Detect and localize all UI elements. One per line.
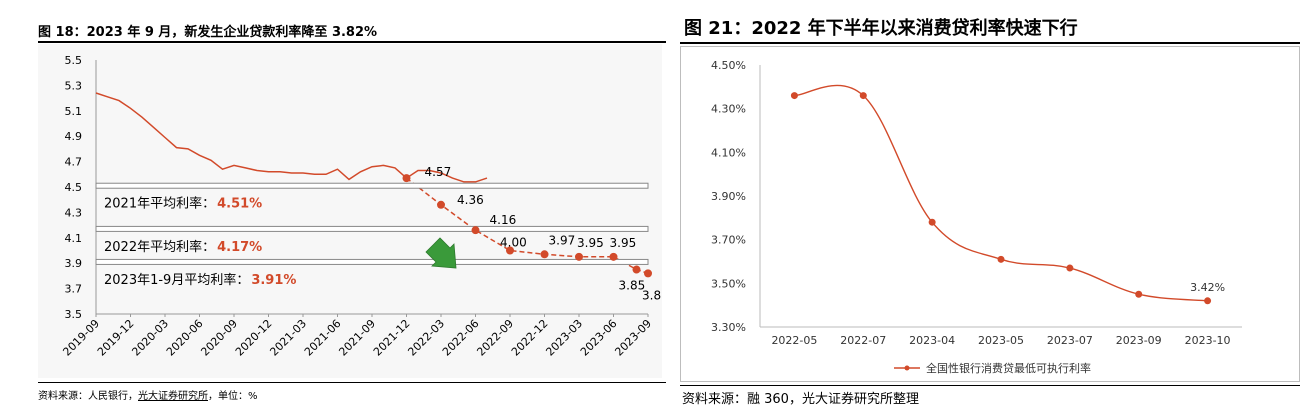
right-source-rule	[680, 385, 1300, 386]
left-x-tick-label: 2021-06	[302, 317, 344, 359]
left-band-value: 4.51%	[217, 197, 262, 212]
left-data-point	[437, 200, 445, 209]
left-y-tick-label: 5.1	[65, 105, 83, 118]
right-chart-svg: 4.50% 4.30% 4.10% 3.90% 3.70% 3.50% 3.30% 2022-…	[680, 46, 1300, 382]
left-reference-band	[95, 258, 649, 265]
left-data-point	[609, 252, 618, 261]
left-x-tick-label: 2020-09	[198, 317, 240, 359]
left-series-line-solid	[95, 92, 488, 183]
left-x-tick-label: 2022-09	[474, 317, 516, 359]
left-x-tick-label: 2021-09	[336, 317, 378, 359]
left-data-point	[506, 246, 514, 255]
left-data-label: 3.95	[610, 236, 637, 250]
left-data-point	[471, 226, 480, 235]
right-x-tick-label: 2023-09	[1116, 334, 1162, 347]
right-legend-label: 全国性银行消费贷最低可执行利率	[926, 361, 1091, 375]
right-y-tick-label: 3.70%	[711, 234, 746, 247]
left-data-label: 4.00	[500, 236, 527, 250]
source-prefix: 资料来源：人民银行，	[38, 391, 138, 402]
left-chart-frame: 5.5 5.3 5.1 4.9 4.7 4.5 4.3 4.1 3.9 3.7 3.5 2019-09…	[38, 44, 669, 378]
left-x-tick-label: 2023-09	[612, 317, 654, 359]
right-y-tick-label: 4.10%	[711, 146, 746, 159]
left-y-tick-label: 4.5	[65, 181, 83, 194]
left-x-tick-label: 2020-12	[233, 317, 275, 359]
left-y-tick-label: 3.5	[65, 308, 83, 321]
left-band-label: 2022年平均利率：	[104, 239, 215, 255]
left-x-tick-label: 2020-06	[164, 317, 206, 359]
right-data-label: 3.42%	[1190, 281, 1225, 294]
left-y-tick-label: 4.3	[65, 206, 83, 219]
right-x-tick-label: 2022-07	[840, 334, 886, 347]
left-chart-source: 资料来源：人民银行，光大证券研究所，单位：%	[38, 387, 258, 402]
left-band-value: 3.91%	[251, 273, 296, 288]
right-data-point	[928, 218, 936, 226]
left-data-point	[402, 174, 411, 183]
left-x-tick-label: 2023-03	[543, 317, 585, 359]
left-x-tick-label: 2021-03	[267, 317, 309, 359]
left-x-tick-label: 2022-06	[440, 317, 482, 359]
right-x-tick-label: 2023-07	[1047, 334, 1093, 347]
right-y-tick-label: 4.50%	[711, 59, 746, 72]
left-band-label: 2023年1-9月平均利率：	[104, 272, 249, 288]
left-x-tick-label: 2021-12	[371, 317, 413, 359]
left-down-arrow-icon	[425, 237, 457, 269]
right-x-tick-label: 2023-04	[909, 334, 955, 347]
left-y-tick-label: 3.9	[65, 257, 83, 270]
left-reference-band	[95, 225, 649, 232]
right-chart-title: 图 21：2022 年下半年以来消费贷利率快速下行	[684, 18, 1078, 39]
left-data-point	[644, 269, 652, 278]
right-chart-border	[680, 46, 1300, 382]
left-band-label: 2021年平均利率：	[104, 196, 215, 212]
left-data-label: 4.16	[490, 213, 517, 227]
right-y-tick-label: 3.30%	[711, 321, 746, 334]
left-data-label: 3.85	[619, 279, 646, 293]
right-y-tick-label: 3.50%	[711, 277, 746, 290]
left-data-point	[575, 252, 583, 261]
left-y-tick-label: 4.9	[65, 130, 83, 143]
left-chart-panel: 图 18：2023 年 9 月，新发生企业贷款利率降至 3.82% 5.5 5.3…	[38, 25, 669, 402]
right-data-point	[859, 92, 867, 100]
left-data-label: 3.95	[577, 236, 604, 250]
left-data-point	[632, 265, 641, 274]
left-data-label: 3.97	[549, 233, 576, 247]
left-chart-svg: 5.5 5.3 5.1 4.9 4.7 4.5 4.3 4.1 3.9 3.7 3.52019-09…	[60, 54, 668, 359]
right-y-tick-label: 3.90%	[711, 190, 746, 203]
left-x-tick-label: 2022-12	[509, 317, 551, 359]
left-source-rule	[38, 382, 666, 383]
right-data-point	[997, 255, 1005, 263]
right-x-tick-label: 2023-05	[978, 334, 1024, 347]
left-y-tick-label: 5.3	[65, 79, 83, 92]
left-y-tick-label: 3.7	[65, 283, 83, 296]
right-legend-marker	[904, 365, 910, 371]
left-data-label: 4.57	[425, 165, 452, 179]
left-x-tick-label: 2022-03	[405, 317, 447, 359]
left-x-tick-label: 2020-03	[129, 317, 171, 359]
left-x-tick-label: 2019-09	[60, 317, 102, 359]
right-chart-panel: 图 21：2022 年下半年以来消费贷利率快速下行 4.50% 4.30% 4.10…	[680, 0, 1301, 419]
right-data-point	[1066, 264, 1074, 272]
left-chart-title: 图 18：2023 年 9 月，新发生企业贷款利率降至 3.82%	[38, 25, 378, 40]
left-data-label: 4.36	[457, 193, 484, 207]
left-band-value: 4.17%	[217, 240, 262, 255]
source-link-text[interactable]: 光大证券研究所	[138, 391, 208, 402]
right-data-point	[1135, 290, 1143, 298]
left-x-tick-label: 2019-12	[95, 317, 137, 359]
left-data-label: 3.82	[642, 288, 662, 302]
right-data-point	[1204, 297, 1212, 305]
right-y-tick-label: 4.30%	[711, 103, 746, 116]
left-title-rule	[38, 41, 666, 43]
left-data-point	[540, 250, 549, 259]
source-suffix: ，单位：%	[208, 391, 258, 402]
right-x-tick-label: 2022-05	[771, 334, 817, 347]
left-y-tick-label: 4.1	[65, 232, 83, 245]
right-title-rule	[680, 42, 1300, 44]
left-y-tick-label: 5.5	[65, 54, 83, 67]
left-y-tick-label: 4.7	[65, 156, 83, 169]
left-x-tick-label: 2023-06	[578, 317, 620, 359]
right-chart-source: 资料来源：融 360，光大证券研究所整理	[682, 392, 919, 407]
right-data-point	[790, 92, 798, 100]
right-x-tick-label: 2023-10	[1185, 334, 1231, 347]
left-reference-band	[95, 182, 649, 189]
